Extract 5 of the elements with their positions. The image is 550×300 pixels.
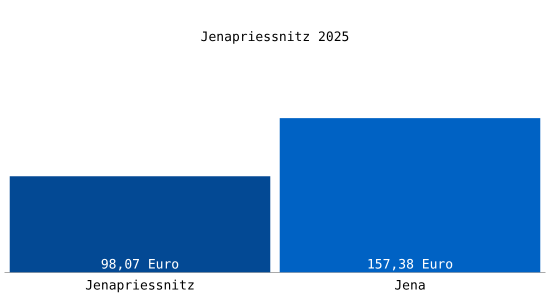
x-tick-label: Jenapriessnitz [85,278,195,294]
x-tick-label: Jena [394,278,426,294]
data-label: 98,07 Euro [100,257,180,272]
data-label: 157,38 Euro [366,257,454,272]
chart-title: Jenapriessnitz 2025 [200,30,350,46]
